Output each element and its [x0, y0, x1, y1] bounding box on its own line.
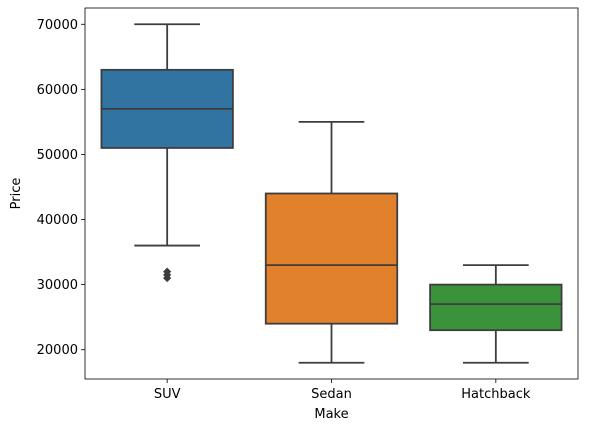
box-group-sedan: [264, 121, 399, 364]
plot-area: [100, 23, 563, 364]
y-tick-label: 50000: [37, 148, 78, 163]
y-axis-ticks: 20000 30000 40000 50000 60000 70000: [37, 18, 85, 358]
x-axis-ticks: SUV Sedan Hatchback: [154, 379, 531, 402]
box-group-hatchback: [429, 264, 563, 364]
y-tick-label: 70000: [37, 18, 78, 33]
y-axis-label: Price: [9, 178, 24, 210]
box-hatchback: [429, 283, 563, 332]
outlier-point-suv: [163, 267, 172, 276]
x-tick-label-hatchback: Hatchback: [461, 387, 531, 402]
box-group-suv: [100, 23, 234, 283]
y-tick-label: 60000: [37, 83, 78, 98]
y-tick-label: 40000: [37, 213, 78, 228]
box-sedan: [264, 192, 399, 325]
x-tick-label-sedan: Sedan: [311, 387, 352, 402]
x-tick-label-suv: SUV: [154, 387, 181, 402]
x-axis-label: Make: [314, 407, 348, 422]
plot-frame: [84, 7, 579, 380]
y-tick-label: 20000: [37, 343, 78, 358]
y-tick-label: 30000: [37, 278, 78, 293]
